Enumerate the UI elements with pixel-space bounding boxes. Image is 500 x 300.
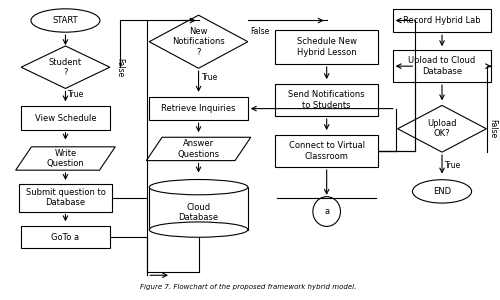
Text: Write
Question: Write Question	[46, 149, 84, 168]
Text: True: True	[68, 90, 84, 99]
Text: Upload to Cloud
Database: Upload to Cloud Database	[408, 56, 476, 76]
Text: Connect to Virtual
Classroom: Connect to Virtual Classroom	[288, 141, 364, 161]
Bar	[21, 226, 110, 248]
Text: END: END	[433, 187, 451, 196]
Bar	[392, 9, 492, 32]
Text: GoTo a: GoTo a	[52, 232, 80, 242]
Text: START: START	[52, 16, 78, 25]
Text: Submit question to
Database: Submit question to Database	[26, 188, 106, 208]
Ellipse shape	[150, 179, 248, 195]
Text: Cloud
Database: Cloud Database	[178, 203, 218, 222]
Bar	[275, 30, 378, 64]
Circle shape	[313, 197, 340, 226]
Ellipse shape	[150, 179, 248, 195]
Ellipse shape	[412, 180, 472, 203]
Bar	[275, 135, 378, 167]
Text: True: True	[202, 73, 218, 82]
Text: Student
?: Student ?	[49, 58, 82, 77]
Bar	[21, 106, 110, 130]
Text: Schedule New
Hybrid Lesson: Schedule New Hybrid Lesson	[296, 37, 356, 57]
Polygon shape	[150, 15, 248, 68]
Text: False: False	[250, 27, 269, 36]
Text: Retrieve Inquiries: Retrieve Inquiries	[162, 104, 236, 113]
Bar	[150, 187, 248, 230]
Text: True: True	[445, 161, 461, 170]
Bar	[18, 184, 112, 212]
Bar	[392, 50, 492, 82]
Text: False: False	[488, 119, 498, 138]
Text: Answer
Questions: Answer Questions	[178, 139, 220, 159]
Ellipse shape	[150, 222, 248, 237]
Text: Upload
OK?: Upload OK?	[428, 119, 457, 139]
Text: Record Hybrid Lab: Record Hybrid Lab	[403, 16, 481, 25]
Text: Figure 7. Flowchart of the proposed framework hybrid model.: Figure 7. Flowchart of the proposed fram…	[140, 284, 356, 290]
Polygon shape	[21, 46, 110, 88]
Text: Send Notifications
to Students: Send Notifications to Students	[288, 90, 365, 110]
Polygon shape	[146, 137, 251, 160]
Text: a: a	[324, 207, 329, 216]
Bar	[150, 97, 248, 120]
Bar	[275, 84, 378, 116]
Polygon shape	[16, 147, 115, 170]
Text: View Schedule: View Schedule	[34, 114, 96, 123]
Polygon shape	[398, 105, 486, 152]
Ellipse shape	[31, 9, 100, 32]
Text: New
Notifications
?: New Notifications ?	[172, 27, 225, 57]
Text: False: False	[116, 58, 124, 77]
